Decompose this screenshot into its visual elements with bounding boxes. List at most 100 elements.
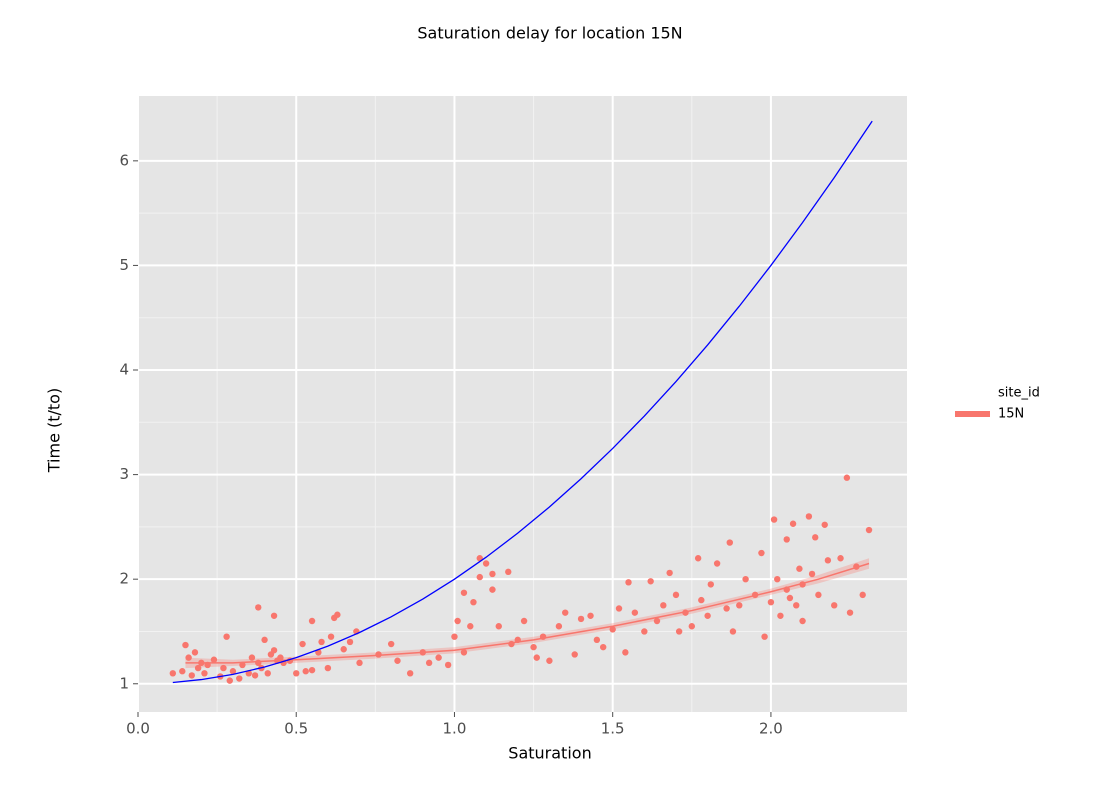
point [334, 611, 341, 618]
x-axis-label: Saturation [508, 744, 591, 763]
point [495, 623, 502, 630]
plot-background [138, 96, 907, 712]
point [631, 609, 639, 616]
point [609, 626, 616, 633]
y-tick-label: 5 [119, 256, 129, 274]
point [302, 668, 309, 675]
point [742, 575, 749, 583]
point [707, 581, 714, 588]
y-axis-label: Time (t/to) [45, 388, 64, 473]
y-tick-label: 1 [119, 674, 129, 692]
point [394, 657, 401, 664]
point [796, 565, 803, 572]
point [229, 668, 237, 675]
point [220, 664, 227, 672]
point [793, 602, 800, 609]
point [327, 633, 335, 640]
point [467, 623, 474, 630]
point [179, 668, 186, 675]
point [675, 628, 683, 635]
point [758, 549, 765, 557]
point [812, 534, 819, 541]
legend-title: site_id [998, 386, 1040, 401]
point [482, 560, 490, 567]
point [277, 654, 284, 661]
point [694, 555, 702, 562]
y-tick-label: 3 [119, 465, 129, 483]
curve-line [172, 120, 873, 684]
point [805, 513, 813, 520]
point [846, 609, 854, 616]
point [454, 617, 461, 625]
point [308, 666, 316, 674]
point [577, 615, 585, 623]
point [270, 647, 278, 654]
point [425, 659, 433, 667]
point [653, 617, 661, 625]
legend-label: 15N [998, 407, 1024, 422]
point [356, 659, 363, 667]
point [308, 617, 316, 625]
point [533, 654, 540, 661]
point [255, 604, 262, 611]
x-tick-label: 0.0 [126, 720, 150, 738]
x-tick-label: 2.0 [759, 720, 783, 738]
x-tick-label: 1.5 [601, 720, 625, 738]
point [736, 602, 743, 609]
legend-key [955, 411, 990, 417]
point [489, 586, 496, 593]
point [815, 591, 822, 599]
point [786, 594, 794, 602]
point [587, 612, 594, 619]
point [191, 649, 199, 656]
point [615, 605, 623, 612]
point [593, 636, 601, 644]
point [808, 570, 816, 578]
point [704, 612, 711, 619]
point [647, 578, 654, 585]
point [169, 670, 177, 677]
point [783, 536, 790, 543]
point [641, 628, 648, 635]
point [460, 649, 468, 656]
point [698, 596, 705, 604]
point [185, 654, 192, 661]
point [387, 640, 395, 648]
point [843, 474, 851, 481]
point [761, 633, 768, 640]
point [625, 579, 632, 586]
point [599, 643, 607, 651]
point [346, 638, 354, 646]
point [194, 664, 202, 672]
point [182, 641, 189, 649]
point [688, 623, 696, 630]
point [672, 591, 680, 599]
point [236, 675, 243, 682]
point [859, 591, 866, 599]
point [789, 520, 797, 527]
point [723, 605, 730, 612]
point [293, 670, 300, 677]
x-tick-label: 1.0 [443, 720, 467, 738]
point [261, 636, 268, 644]
y-tick-label: 4 [119, 361, 129, 379]
point [476, 573, 483, 581]
point [444, 661, 452, 669]
point [774, 575, 781, 583]
point [660, 602, 667, 609]
point [562, 609, 569, 616]
point [270, 612, 278, 619]
point [226, 677, 233, 684]
point [729, 628, 737, 635]
point [622, 649, 629, 656]
point [821, 521, 828, 528]
point [188, 672, 195, 679]
y-tick-label: 2 [119, 570, 129, 588]
point [555, 623, 563, 630]
point [299, 640, 306, 648]
point [264, 670, 271, 677]
point [223, 633, 230, 640]
point [666, 569, 673, 577]
point [460, 589, 468, 596]
